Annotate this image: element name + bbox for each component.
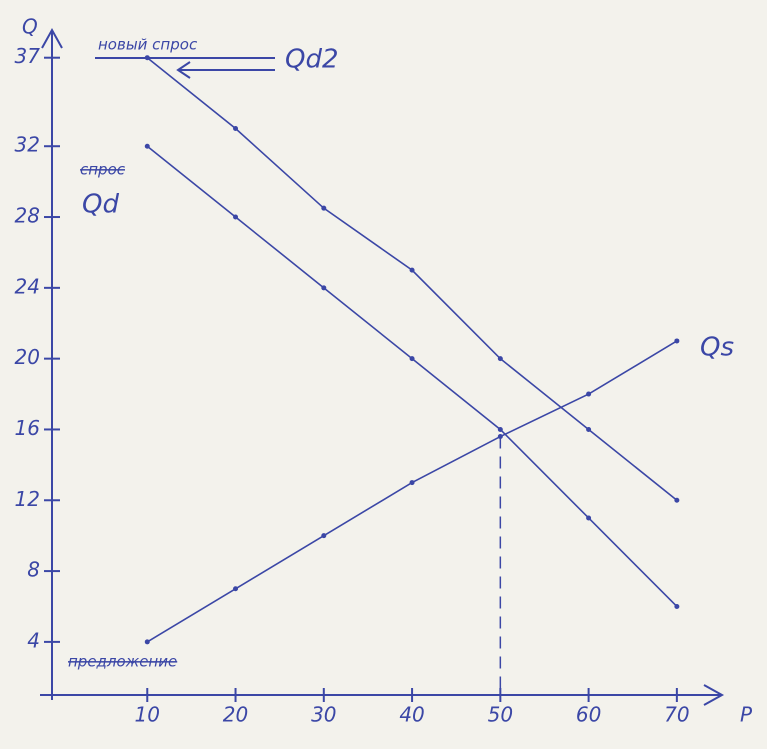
point [586, 515, 592, 521]
point [497, 356, 503, 362]
annotation: спрос [80, 161, 126, 179]
x-tick-label: 10 [135, 703, 160, 727]
y-tick-label: 12 [15, 487, 40, 511]
x-arrow [703, 684, 725, 706]
point [144, 639, 150, 645]
point [409, 480, 415, 486]
x-tick-label: 50 [488, 703, 513, 727]
axes [40, 27, 725, 706]
series-label: Qs [700, 333, 734, 363]
point [674, 603, 680, 609]
annotation: предложение [68, 653, 177, 671]
x-axis-label: P [740, 703, 753, 727]
point [674, 497, 680, 503]
point [144, 143, 150, 149]
annotation-arrowhead [176, 61, 191, 79]
point [233, 586, 239, 592]
y-tick-label: 16 [15, 416, 40, 440]
y-arrow [41, 27, 63, 49]
y-tick-label: 4 [27, 628, 40, 652]
x-tick-label: 30 [311, 703, 336, 727]
series-label: Qd2 [285, 45, 339, 75]
point [674, 338, 680, 344]
point [409, 356, 415, 362]
y-tick-label: 20 [15, 345, 40, 369]
y-tick-label: 24 [15, 274, 40, 298]
x-tick-label: 40 [399, 703, 424, 727]
point [586, 426, 592, 432]
point [321, 285, 327, 291]
y-tick-label: 8 [27, 558, 40, 582]
y-axis-label: Q [22, 15, 38, 39]
x-tick-label: 60 [576, 703, 601, 727]
y-tick-label: 37 [15, 44, 41, 68]
point [233, 214, 239, 220]
annotation: новый спрос [98, 36, 198, 54]
point [233, 126, 239, 132]
y-tick-label: 32 [15, 133, 40, 157]
series-label: Qd [82, 190, 119, 220]
point [321, 205, 327, 211]
y-tick-label: 28 [15, 204, 40, 228]
point [144, 55, 150, 61]
point [586, 391, 592, 397]
x-tick-label: 70 [664, 703, 689, 727]
point [321, 533, 327, 539]
point [497, 426, 503, 432]
point [409, 267, 415, 273]
x-tick-label: 20 [223, 703, 248, 727]
